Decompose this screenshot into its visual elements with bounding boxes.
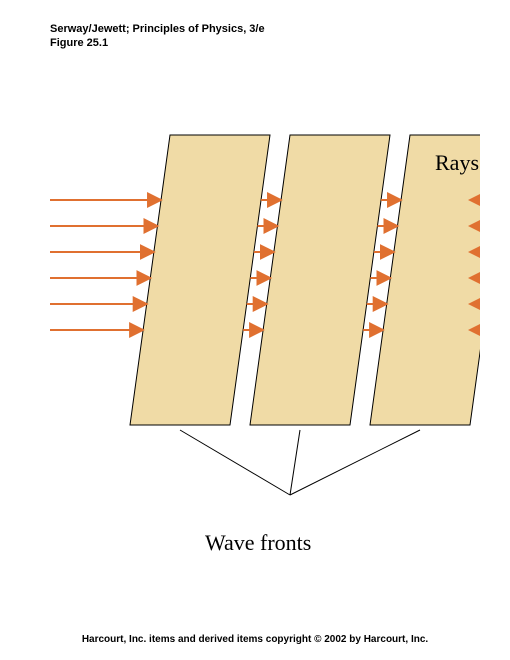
wavefronts-label: Wave fronts [205,530,311,556]
diagram-svg [40,130,480,500]
wavefront-diagram: Rays [40,130,480,500]
rays-label: Rays [435,150,479,176]
figure-header: Serway/Jewett; Principles of Physics, 3/… [50,22,265,51]
figure-number: Figure 25.1 [50,36,265,50]
source-line: Serway/Jewett; Principles of Physics, 3/… [50,22,265,36]
copyright-footer: Harcourt, Inc. items and derived items c… [0,634,510,645]
